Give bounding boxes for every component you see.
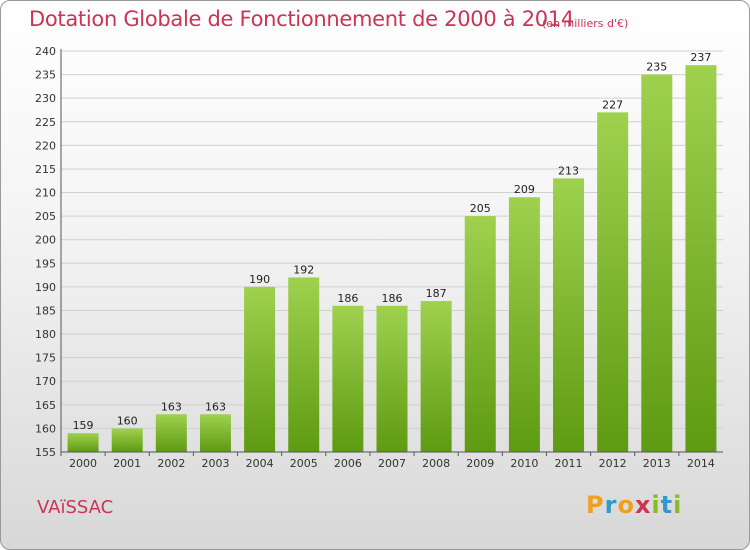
bar-2013 <box>641 74 673 453</box>
commune-name: VAïSSAC <box>37 497 114 518</box>
bar-2006 <box>332 305 364 452</box>
bar-2014 <box>685 65 717 452</box>
data-label-2011: 213 <box>558 164 579 177</box>
y-tick-label: 170 <box>35 375 56 388</box>
x-tick-label-2006: 2006 <box>334 457 362 470</box>
bar-2011 <box>553 178 585 452</box>
x-tick-label-2009: 2009 <box>466 457 494 470</box>
x-tick-label-2003: 2003 <box>201 457 229 470</box>
x-tick-label-2001: 2001 <box>113 457 141 470</box>
x-tick-label-2007: 2007 <box>378 457 406 470</box>
proxiti-logo: Proxiti <box>586 491 682 519</box>
bar-2007 <box>376 305 408 452</box>
data-label-2003: 163 <box>205 400 226 413</box>
y-tick-label: 160 <box>35 422 56 435</box>
x-tick-label-2014: 2014 <box>687 457 715 470</box>
axes: 155 160 165 170 175 180 185 190 195 200 205 210 215 2… <box>35 45 723 470</box>
data-label-2001: 160 <box>117 414 138 427</box>
x-tick-label-2012: 2012 <box>599 457 627 470</box>
logo-letter: P <box>586 491 605 519</box>
y-tick-label: 220 <box>35 139 56 152</box>
bar-2010 <box>508 197 540 452</box>
data-label-2000: 159 <box>73 419 94 432</box>
y-tick-label: 200 <box>35 234 56 247</box>
x-tick-label-2005: 2005 <box>290 457 318 470</box>
y-tick-label: 240 <box>35 45 56 58</box>
y-tick-label: 235 <box>35 69 56 82</box>
logo-letter: i <box>651 491 661 519</box>
bars: 159 160 163 163 190 192 186 186 187 205 209 213 227 2… <box>67 51 717 453</box>
bar-2001 <box>111 428 143 452</box>
bar-2004 <box>244 286 276 452</box>
data-label-2004: 190 <box>249 273 270 286</box>
x-tick-label-2004: 2004 <box>246 457 274 470</box>
bar-2005 <box>288 277 320 452</box>
y-tick-label: 180 <box>35 328 56 341</box>
y-tick-label: 155 <box>35 446 56 459</box>
bar-2003 <box>199 414 231 452</box>
x-tick-label-2002: 2002 <box>157 457 185 470</box>
chart-unit: (en milliers d'€) <box>542 17 629 30</box>
bar-2008 <box>420 301 452 452</box>
data-label-2013: 235 <box>646 61 667 74</box>
x-tick-label-2013: 2013 <box>643 457 671 470</box>
x-tick-label-2008: 2008 <box>422 457 450 470</box>
chart-title: Dotation Globale de Fonctionnement de 20… <box>29 7 574 31</box>
data-label-2014: 237 <box>690 51 711 64</box>
y-tick-label: 165 <box>35 399 56 412</box>
bar-2012 <box>597 112 629 453</box>
data-label-2005: 192 <box>293 263 314 276</box>
x-tick-label-2011: 2011 <box>555 457 583 470</box>
data-label-2010: 209 <box>514 183 535 196</box>
data-label-2012: 227 <box>602 98 623 111</box>
y-tick-label: 225 <box>35 116 56 129</box>
y-tick-label: 210 <box>35 187 56 200</box>
y-tick-label: 190 <box>35 281 56 294</box>
logo-letter: o <box>617 491 635 519</box>
y-tick-label: 230 <box>35 92 56 105</box>
x-tick-label-2000: 2000 <box>69 457 97 470</box>
y-tick-label: 195 <box>35 257 56 270</box>
bar-2000 <box>67 433 99 452</box>
y-tick-label: 175 <box>35 352 56 365</box>
bar-2009 <box>464 216 496 452</box>
logo-letter: x <box>634 491 652 519</box>
logo-letter: r <box>604 491 618 519</box>
y-tick-label: 215 <box>35 163 56 176</box>
logo-letter: i <box>673 491 683 519</box>
data-label-2007: 186 <box>382 292 403 305</box>
data-label-2009: 205 <box>470 202 491 215</box>
y-tick-label: 185 <box>35 304 56 317</box>
data-label-2002: 163 <box>161 400 182 413</box>
logo-letter: t <box>660 491 674 519</box>
data-label-2008: 187 <box>426 287 447 300</box>
y-tick-label: 205 <box>35 210 56 223</box>
data-label-2006: 186 <box>337 292 358 305</box>
bar-2002 <box>155 414 187 452</box>
x-tick-label-2010: 2010 <box>510 457 538 470</box>
